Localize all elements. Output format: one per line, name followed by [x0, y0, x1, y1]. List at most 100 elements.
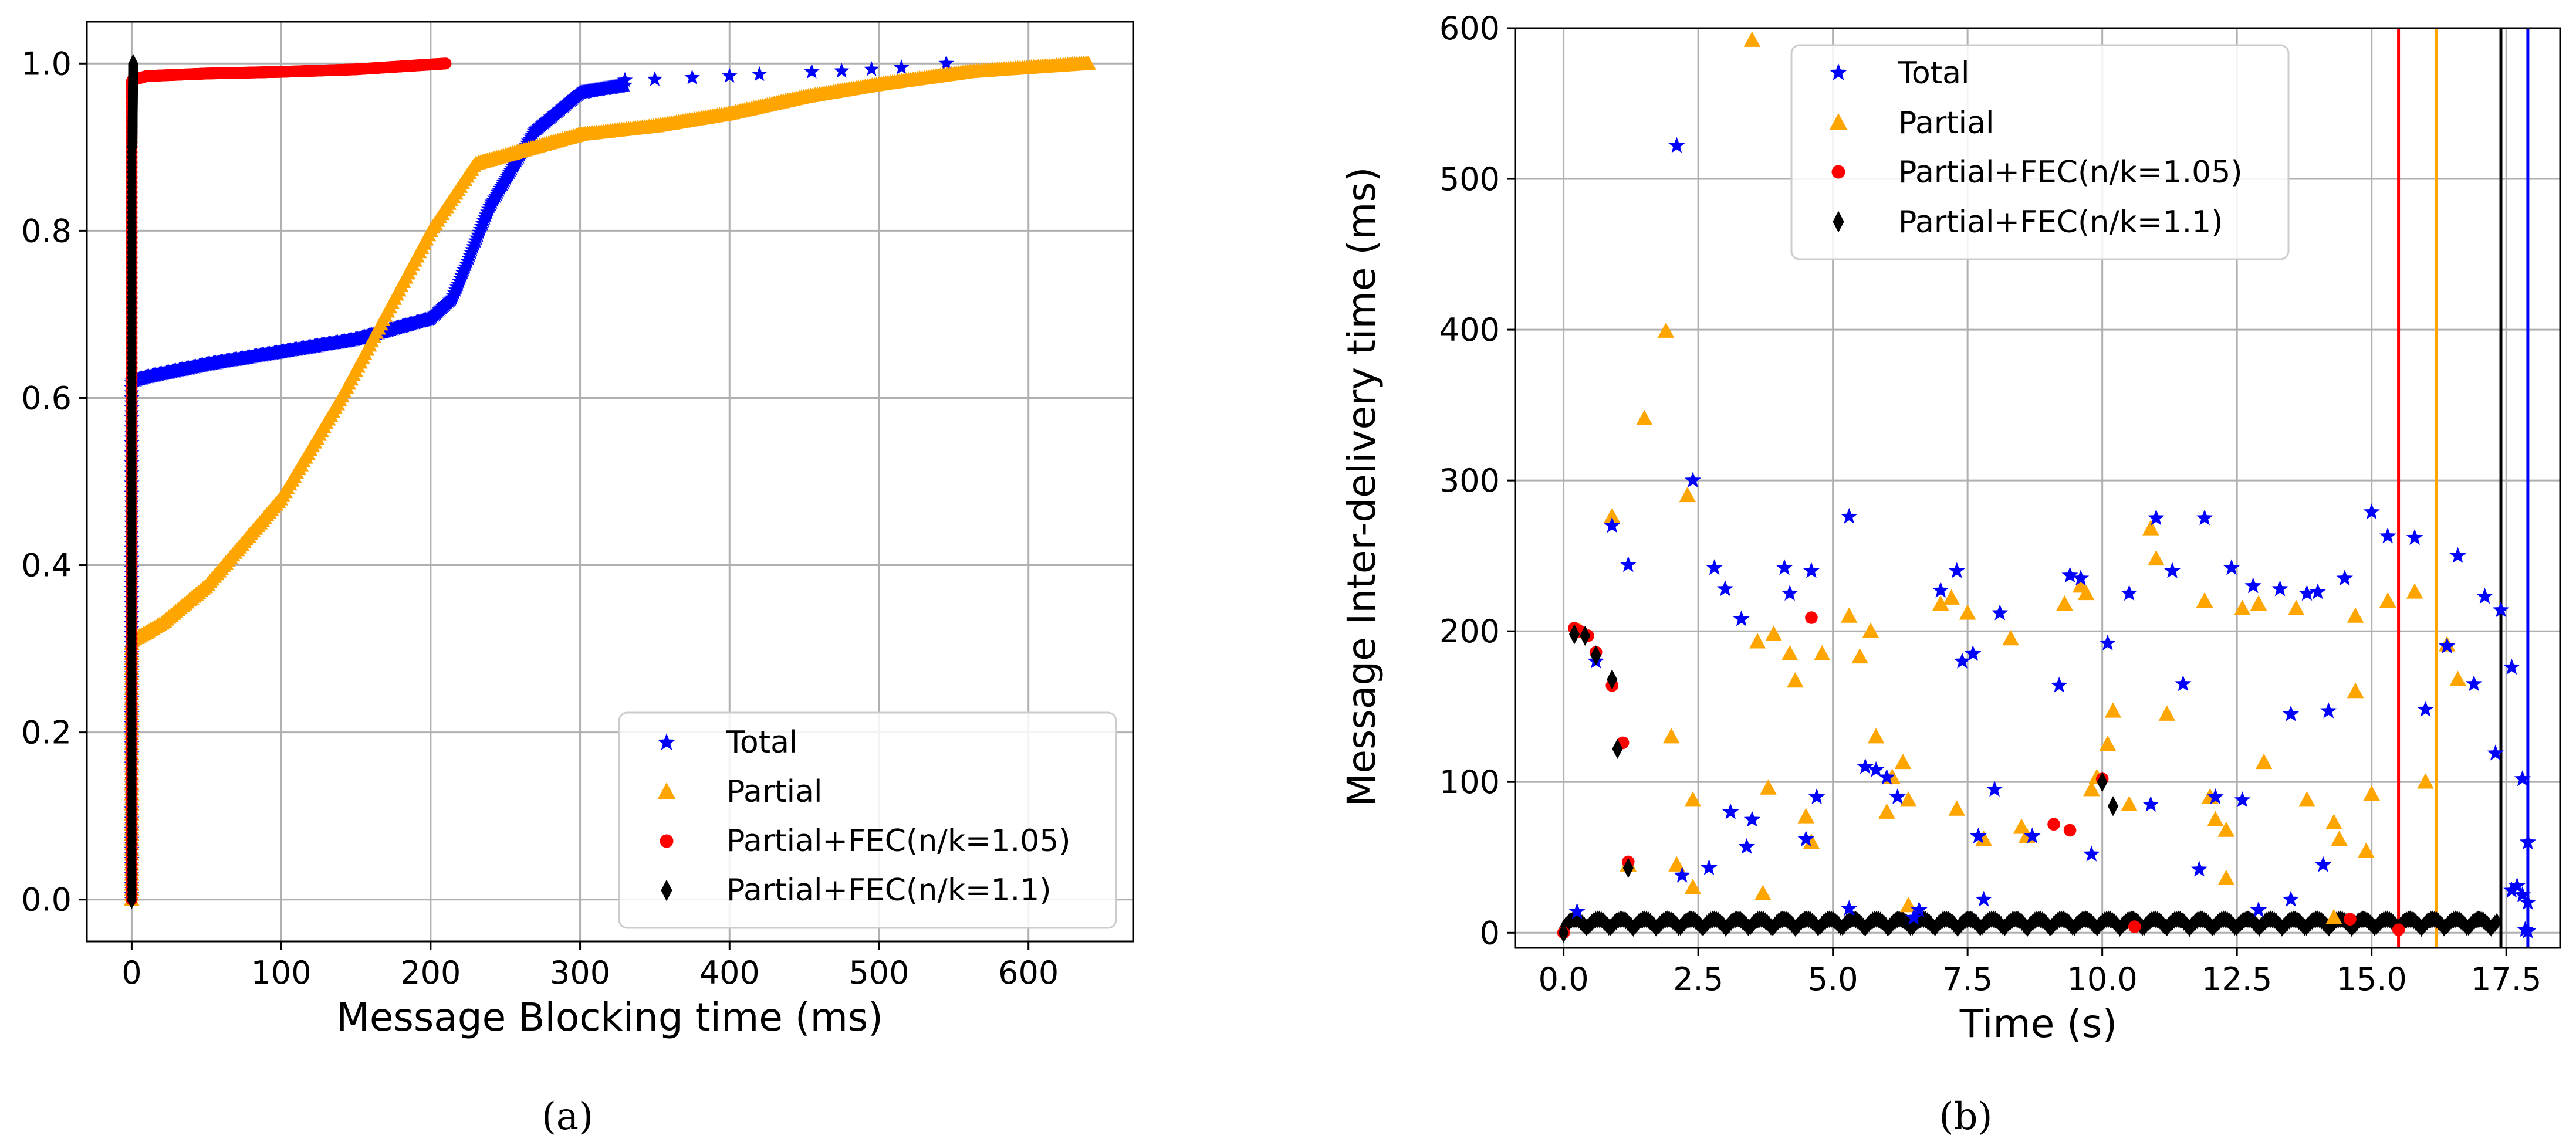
panel-b-legend-partial: Partial — [1898, 106, 1994, 141]
point — [1797, 830, 1814, 847]
point — [1738, 838, 1755, 854]
point — [2492, 601, 2510, 618]
panel-b-legend-markers — [1829, 63, 1848, 233]
point — [2244, 577, 2261, 594]
point — [1862, 622, 1879, 638]
point — [1851, 648, 1868, 664]
point — [2331, 830, 2348, 846]
point — [2142, 520, 2159, 536]
point — [1743, 31, 1761, 47]
point — [1679, 486, 1696, 503]
point — [2363, 785, 2380, 801]
point — [2503, 658, 2520, 675]
point — [1787, 672, 1804, 688]
point — [2097, 771, 2108, 792]
point — [684, 69, 700, 84]
point — [2519, 893, 2537, 910]
point — [2234, 791, 2251, 808]
panel-a-legend-markers — [657, 733, 676, 902]
point — [2358, 842, 2375, 858]
point — [1568, 903, 1586, 919]
y-tick-label: 0.6 — [21, 379, 72, 416]
point — [2217, 869, 2235, 886]
panel-b-legend: Total Partial Partial+FEC(n/k=1.05) Part… — [1790, 44, 2290, 260]
point — [2077, 584, 2095, 601]
point — [2083, 845, 2100, 862]
point — [1948, 800, 1966, 816]
legend-marker — [1829, 63, 1848, 80]
point — [1932, 581, 1949, 598]
point — [2379, 592, 2396, 608]
point — [2024, 827, 2041, 843]
point — [1622, 858, 1634, 879]
point — [2063, 824, 2077, 837]
point — [1760, 779, 1777, 795]
point — [1743, 811, 1761, 827]
legend-marker — [1829, 113, 1848, 130]
point — [2379, 527, 2396, 544]
point — [2476, 588, 2493, 604]
point — [2061, 567, 2078, 583]
x-tick-label: 5.0 — [1808, 961, 1858, 998]
x-tick-label: 100 — [251, 954, 312, 991]
point — [1684, 472, 1702, 488]
point — [1889, 788, 1906, 805]
point — [2250, 901, 2267, 917]
legend-marker — [661, 879, 672, 902]
point — [1857, 758, 1874, 774]
x-tick-label: 12.5 — [2202, 961, 2272, 998]
point — [2417, 700, 2434, 717]
panel-a-legend-partial: Partial — [726, 774, 822, 809]
point — [1878, 768, 1895, 785]
point — [2406, 528, 2423, 545]
point — [1722, 803, 1739, 819]
point — [1986, 781, 2003, 797]
point — [1894, 753, 1912, 770]
point — [647, 71, 663, 86]
point — [2121, 795, 2138, 812]
point — [2148, 550, 2165, 566]
point — [1797, 808, 1814, 824]
x-tick-label: 500 — [848, 954, 909, 991]
point — [1814, 645, 1831, 661]
point — [893, 59, 910, 74]
panel-b-end-markers — [2397, 28, 2530, 948]
point — [2519, 833, 2537, 850]
point — [2056, 595, 2073, 611]
panel-b-legend-box — [1790, 44, 2290, 260]
point — [804, 63, 820, 79]
panel-a-ticks: 0 100 200 300 400 500 600 0.0 0.2 0.4 0.6 0.8 1.0 — [21, 45, 1059, 991]
panel-a-grid — [87, 22, 1133, 941]
point — [2465, 675, 2483, 692]
point — [2298, 584, 2315, 601]
panel-a-series — [124, 54, 1096, 909]
point — [2514, 886, 2531, 903]
point — [1878, 803, 1895, 819]
point — [1604, 517, 1621, 533]
y-tick-label: 300 — [1439, 462, 1500, 499]
point — [1911, 901, 1928, 917]
legend-marker — [1831, 165, 1845, 179]
point — [2207, 811, 2224, 826]
y-tick-label: 1.0 — [21, 45, 72, 82]
series-partial-fec-11 — [127, 54, 138, 909]
point — [1975, 830, 1992, 846]
point — [2175, 675, 2192, 692]
series-partial-fec-11 — [1558, 624, 2119, 943]
point — [1803, 833, 1820, 849]
point — [1932, 595, 1949, 611]
point — [1733, 610, 1750, 626]
point — [2217, 821, 2235, 837]
point — [2207, 788, 2224, 805]
x-tick-label: 15.0 — [2337, 961, 2407, 998]
y-tick-label: 400 — [1439, 311, 1500, 348]
legend-marker — [660, 834, 674, 848]
point — [2344, 913, 2357, 926]
point — [2449, 547, 2466, 563]
x-tick-label: 200 — [400, 954, 461, 991]
panel-b-x-axis-label: Time (s) — [1959, 1001, 2117, 1046]
panel-b-series — [1557, 31, 2537, 943]
point — [1781, 645, 1799, 661]
y-tick-label: 600 — [1439, 10, 1500, 47]
